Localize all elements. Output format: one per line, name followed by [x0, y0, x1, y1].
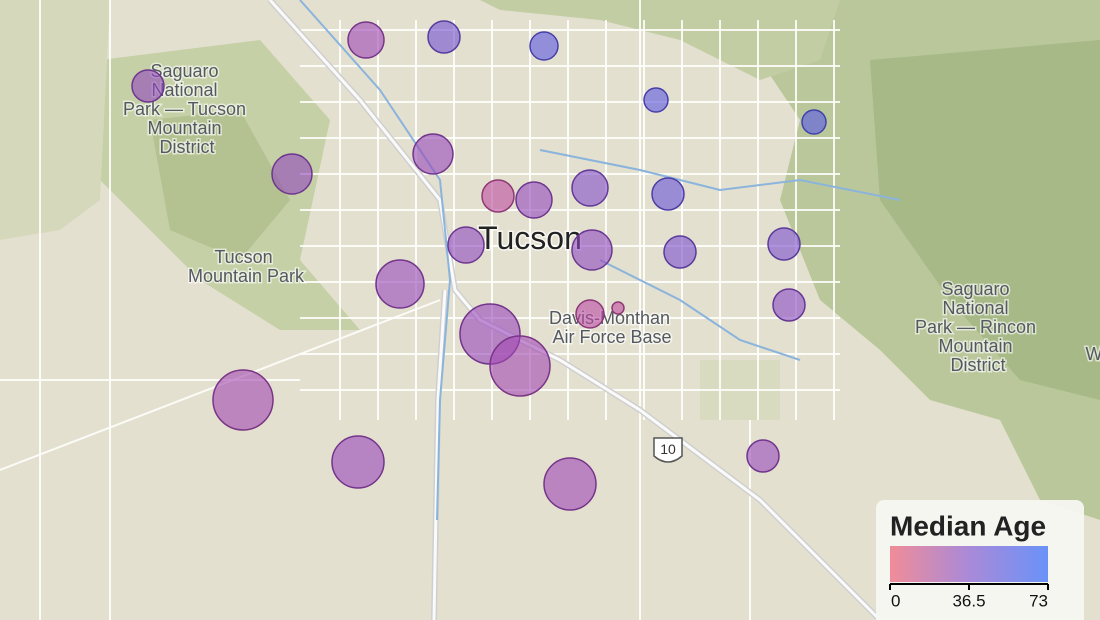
legend-ticks: 0 36.5 73	[889, 584, 1049, 610]
bubble	[427, 20, 461, 54]
interstate-19-center	[432, 289, 447, 620]
bubble	[412, 133, 454, 175]
bubble	[375, 259, 425, 309]
catalina-foothills	[480, 0, 840, 80]
bubble	[571, 229, 613, 271]
legend-title: Median Age	[890, 510, 1046, 541]
bubble	[131, 69, 165, 103]
legend-tick-label: 0	[891, 591, 900, 610]
pantano-wash	[599, 259, 801, 361]
bubble	[772, 288, 806, 322]
shield	[653, 437, 683, 463]
bubble	[663, 235, 697, 269]
bubble	[212, 369, 274, 431]
label-line: Tucson	[214, 247, 272, 267]
bubble	[801, 109, 827, 135]
bubble	[543, 457, 597, 511]
bubble	[746, 439, 780, 473]
bubble	[529, 31, 559, 61]
label-line: Saguaro	[150, 61, 218, 81]
label-line: Park — Rincon	[915, 317, 1036, 337]
bubble	[481, 179, 515, 213]
interstate-shield: 10	[653, 437, 683, 463]
bubble	[347, 21, 385, 59]
bubble	[447, 226, 485, 264]
rillito-river	[539, 149, 901, 201]
bubble	[515, 181, 553, 219]
bubble	[643, 87, 669, 113]
legend: Median Age 0 36.5 73	[876, 500, 1084, 620]
label-line: Park — Tucson	[123, 99, 246, 119]
label-line: Saguaro	[941, 279, 1009, 299]
label-line: Mountain	[938, 336, 1012, 356]
place-labels: Saguaro National Park — Tucson Mountain …	[121, 60, 1100, 377]
park-label: Saguaro National Park — Tucson Mountain …	[123, 61, 251, 157]
santa-cruz-river	[299, 0, 452, 521]
label-line: National	[942, 298, 1008, 318]
label-line: District	[951, 355, 1006, 375]
label-line: District	[160, 137, 215, 157]
label-line: National	[151, 80, 217, 100]
bubble	[651, 177, 685, 211]
label-line: Mountain	[147, 118, 221, 138]
label-line: Davis-Monthan	[549, 308, 670, 328]
edge-label: W	[1086, 344, 1100, 364]
legend-tick-label: 36.5	[952, 591, 985, 610]
bubble	[271, 153, 313, 195]
park-label: Tucson Mountain Park	[188, 247, 305, 286]
bubble-layer	[131, 20, 827, 511]
west-desert	[0, 0, 110, 240]
label-line: Mountain Park	[188, 266, 305, 286]
bubble	[575, 299, 605, 329]
color-scale	[890, 546, 1048, 582]
rincon-ridge	[870, 40, 1100, 400]
park-label: Saguaro National Park — Rincon Mountain …	[915, 279, 1041, 375]
tucson-mountains-core	[150, 110, 290, 260]
bubble	[331, 435, 385, 489]
city-label: Tucson	[478, 220, 582, 256]
interstate-number: 10	[660, 441, 676, 457]
base-label: Davis-Monthan Air Force Base	[549, 308, 675, 347]
bubble	[767, 227, 801, 261]
legend-tick-label: 73	[1029, 591, 1048, 610]
bubble	[571, 169, 609, 207]
bubble	[489, 335, 551, 397]
bubble	[611, 301, 625, 315]
label-line: Air Force Base	[552, 327, 671, 347]
